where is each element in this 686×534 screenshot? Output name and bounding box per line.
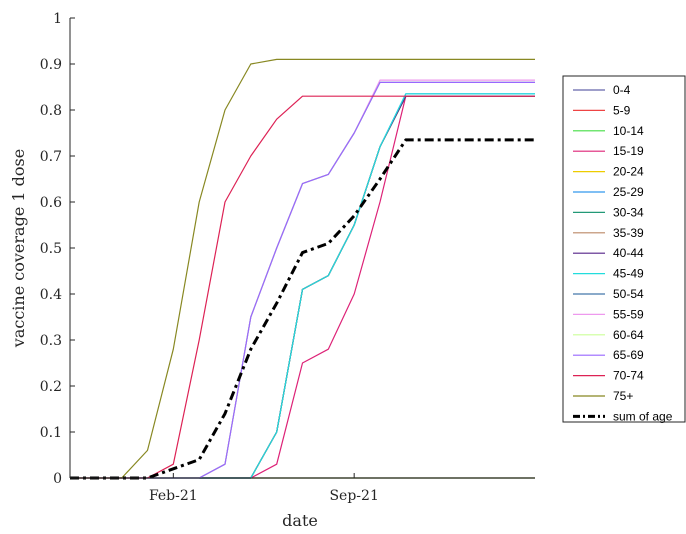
axes-layer	[69, 18, 535, 479]
series-layer	[70, 58, 535, 480]
series-line-15-19	[70, 95, 535, 479]
legend-label: 45-49	[613, 267, 644, 281]
legend-label: 70-74	[613, 369, 644, 383]
y-tick-label: 0.5	[40, 241, 62, 257]
legend-label: 30-34	[613, 205, 644, 219]
legend-label: 5-9	[613, 103, 631, 117]
y-tick-label: 0.4	[40, 287, 62, 303]
y-tick-label: 1	[53, 11, 62, 27]
y-tick-label: 0	[53, 471, 62, 487]
series-line-75plus	[70, 58, 535, 479]
y-tick-label: 0.7	[40, 149, 62, 165]
series-line-65-69	[70, 81, 535, 479]
legend-label: 60-64	[613, 328, 644, 342]
series-line-sum-of-age	[70, 138, 535, 480]
series-line-20-24	[70, 95, 535, 479]
legend-label: 55-59	[613, 307, 644, 321]
series-line-45-49	[70, 93, 535, 479]
legend-label: 0-4	[613, 83, 631, 97]
legend-label: 10-14	[613, 124, 644, 138]
series-line-50-54	[70, 81, 535, 479]
legend: 0-4 5-9 10-14 15-19 20-24 25-29 30-34 35-39 40-4…	[562, 75, 686, 423]
legend-label: 65-69	[613, 348, 644, 362]
series-line-40-44	[70, 95, 535, 479]
y-tick-label: 0.3	[40, 333, 62, 349]
series-line-70-74	[70, 95, 535, 479]
x-tick-label: Sep-21	[329, 488, 378, 504]
y-tick-label: 0.9	[40, 57, 62, 73]
legend-label: 20-24	[613, 165, 644, 179]
legend-box	[562, 75, 686, 423]
y-tick-label: 0.1	[40, 425, 62, 441]
legend-label: 75+	[613, 389, 633, 403]
y-tick-label: 0.8	[40, 103, 62, 119]
legend-label: 15-19	[613, 144, 644, 158]
legend-label: 35-39	[613, 226, 644, 240]
y-tick-label: 0.2	[40, 379, 62, 395]
legend-label: 40-44	[613, 246, 644, 260]
y-tick-label: 0.6	[40, 195, 62, 211]
y-axis-title: vaccine coverage 1 dose	[9, 149, 28, 348]
legend-label: sum of age	[613, 409, 673, 423]
legend-items: 0-4 5-9 10-14 15-19 20-24 25-29 30-34 35-39 40-4…	[573, 83, 673, 423]
x-tick-labels: Feb-21 Sep-21	[149, 473, 379, 504]
series-line-30-34	[70, 95, 535, 479]
series-line-25-29	[70, 93, 535, 479]
legend-label: 50-54	[613, 287, 644, 301]
x-tick-label: Feb-21	[149, 488, 198, 504]
series-line-35-39	[70, 95, 535, 479]
y-tick-labels: 0 0.1 0.2 0.3 0.4 0.5 0.6 0.7 0.8 0.9 1	[40, 11, 75, 487]
legend-label: 25-29	[613, 185, 644, 199]
x-axis-title: date	[282, 511, 318, 530]
series-line-60-64	[70, 81, 535, 479]
